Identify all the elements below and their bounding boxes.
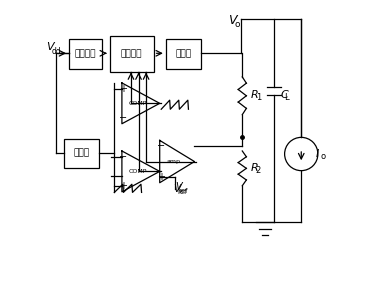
Text: dd: dd [51, 47, 61, 56]
FancyBboxPatch shape [69, 39, 102, 69]
Text: 电源检测: 电源检测 [75, 50, 96, 59]
Text: +: + [120, 181, 127, 191]
Text: L: L [285, 93, 289, 102]
Text: ref: ref [179, 188, 188, 194]
FancyBboxPatch shape [110, 36, 154, 72]
Text: V: V [228, 14, 236, 27]
Text: 1: 1 [256, 93, 261, 102]
Text: V: V [46, 42, 54, 52]
Text: o: o [235, 20, 240, 29]
Text: +: + [157, 172, 165, 182]
Text: o: o [320, 152, 325, 161]
Text: −: − [119, 152, 127, 162]
Text: 振荡器: 振荡器 [74, 149, 90, 158]
Text: C: C [280, 90, 288, 100]
Text: R: R [251, 90, 259, 100]
Text: 电荷泵: 电荷泵 [175, 50, 191, 59]
Text: +: + [120, 84, 127, 94]
Text: amp: amp [167, 159, 181, 164]
Text: −: − [119, 113, 127, 123]
Text: I: I [316, 149, 319, 159]
FancyBboxPatch shape [64, 139, 99, 168]
Text: V: V [176, 182, 182, 192]
Text: ref: ref [177, 189, 187, 195]
Text: −: − [157, 141, 165, 151]
Text: 2: 2 [256, 165, 261, 175]
Text: V: V [174, 184, 181, 194]
Text: R: R [251, 163, 259, 172]
Text: COMP: COMP [129, 169, 147, 174]
FancyBboxPatch shape [166, 39, 201, 69]
Text: 逻辑控制: 逻辑控制 [121, 50, 142, 59]
Text: COMP: COMP [129, 101, 147, 106]
